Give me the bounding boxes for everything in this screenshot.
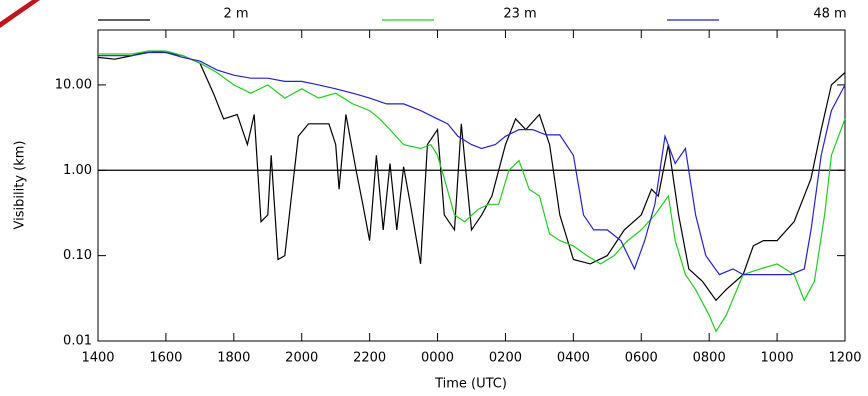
- x-tick-label: 0400: [557, 351, 590, 366]
- x-tick-label: 1600: [149, 351, 182, 366]
- y-axis-label: Visibility (km): [13, 141, 28, 230]
- legend-label: 2 m: [223, 7, 248, 22]
- x-tick-label: 1200: [828, 351, 861, 366]
- x-tick-label: 1000: [761, 351, 794, 366]
- x-tick-label: 2200: [353, 351, 386, 366]
- y-tick-label: 0.10: [63, 248, 92, 263]
- y-tick-label: 10.00: [55, 77, 92, 92]
- legend-label: 23 m: [503, 7, 536, 22]
- legend-label: 48 m: [813, 7, 846, 22]
- corner-mark: [0, 0, 40, 28]
- y-tick-label: 1.00: [63, 163, 92, 178]
- plot-frame: [97, 29, 846, 342]
- x-tick-label: 1400: [81, 351, 114, 366]
- series-line: [98, 51, 846, 276]
- x-axis-label: Time (UTC): [434, 377, 507, 392]
- x-tick-label: 2000: [285, 351, 318, 366]
- series-line: [97, 50, 846, 302]
- x-tick-label: 0600: [625, 351, 658, 366]
- series-line: [98, 50, 846, 333]
- x-tick-label: 1800: [217, 351, 250, 366]
- y-tick-label: 0.01: [63, 334, 92, 349]
- x-tick-label: 0800: [693, 351, 726, 366]
- x-tick-label: 0200: [489, 351, 522, 366]
- x-tick-label: 0000: [421, 351, 454, 366]
